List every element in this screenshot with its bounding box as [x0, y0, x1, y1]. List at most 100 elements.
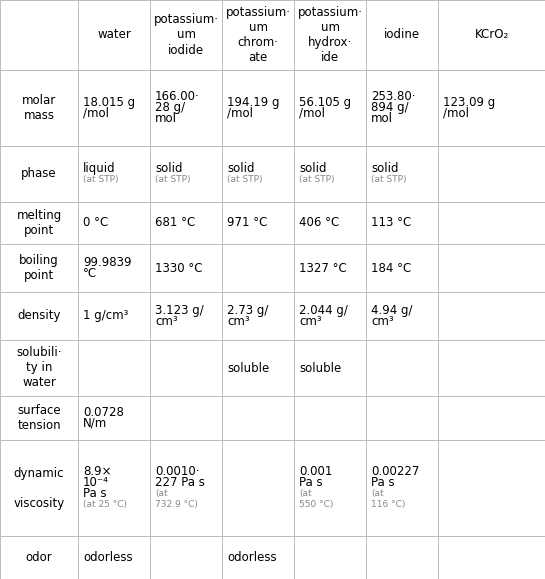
Bar — [0, 70, 78, 146]
Text: molar
mass: molar mass — [22, 94, 56, 122]
Text: density: density — [17, 310, 60, 323]
Bar — [222, 292, 294, 340]
Bar — [150, 292, 222, 340]
Bar — [78, 146, 150, 202]
Text: melting
point: melting point — [16, 209, 62, 237]
Text: mol: mol — [371, 112, 393, 126]
Bar — [150, 396, 222, 440]
Bar — [294, 70, 366, 146]
Bar — [0, 396, 78, 440]
Text: odor: odor — [26, 551, 52, 564]
Text: 28 g/: 28 g/ — [155, 101, 185, 115]
Text: 184 °C: 184 °C — [371, 262, 411, 274]
Text: cm³: cm³ — [227, 315, 250, 328]
Text: Pa s: Pa s — [299, 476, 326, 489]
Bar — [222, 440, 294, 536]
Text: 0.0010·: 0.0010· — [155, 465, 199, 478]
Bar — [438, 0, 545, 70]
Text: 1330 °C: 1330 °C — [155, 262, 203, 274]
Bar — [222, 340, 294, 396]
Bar — [78, 202, 150, 244]
Bar — [366, 244, 438, 292]
Text: phase: phase — [21, 167, 57, 181]
Text: /mol: /mol — [227, 107, 253, 120]
Text: (at: (at — [371, 489, 384, 498]
Bar — [366, 396, 438, 440]
Text: 8.9×: 8.9× — [83, 465, 112, 478]
Text: 550 °C): 550 °C) — [299, 500, 334, 509]
Bar — [78, 440, 150, 536]
Text: 1 g/cm³: 1 g/cm³ — [83, 310, 129, 323]
Bar — [294, 536, 366, 579]
Bar — [438, 202, 545, 244]
Bar — [150, 202, 222, 244]
Text: cm³: cm³ — [371, 315, 393, 328]
Bar — [438, 536, 545, 579]
Text: 406 °C: 406 °C — [299, 217, 339, 229]
Text: (at STP): (at STP) — [371, 175, 407, 184]
Text: (at STP): (at STP) — [227, 175, 263, 184]
Bar — [78, 396, 150, 440]
Text: solid: solid — [299, 162, 326, 175]
Bar — [222, 70, 294, 146]
Bar — [294, 292, 366, 340]
Bar — [438, 244, 545, 292]
Bar — [78, 536, 150, 579]
Bar — [0, 146, 78, 202]
Bar — [150, 146, 222, 202]
Text: 56.105 g: 56.105 g — [299, 96, 351, 109]
Text: surface
tension: surface tension — [17, 404, 61, 432]
Text: 123.09 g: 123.09 g — [443, 96, 495, 109]
Text: potassium·
um
iodide: potassium· um iodide — [154, 13, 219, 57]
Text: iodine: iodine — [384, 28, 420, 42]
Text: 971 °C: 971 °C — [227, 217, 268, 229]
Text: 18.015 g: 18.015 g — [83, 96, 135, 109]
Bar — [294, 440, 366, 536]
Text: 113 °C: 113 °C — [371, 217, 411, 229]
Bar — [78, 244, 150, 292]
Text: (at: (at — [155, 489, 168, 498]
Bar — [438, 440, 545, 536]
Text: /mol: /mol — [443, 107, 469, 120]
Bar — [78, 70, 150, 146]
Bar — [0, 536, 78, 579]
Text: 227 Pa s: 227 Pa s — [155, 476, 205, 489]
Text: liquid: liquid — [83, 162, 116, 175]
Text: (at STP): (at STP) — [83, 175, 118, 184]
Bar — [222, 0, 294, 70]
Text: Pa s: Pa s — [371, 476, 398, 489]
Text: 732.9 °C): 732.9 °C) — [155, 500, 198, 509]
Text: solid: solid — [227, 162, 255, 175]
Text: 0.00227: 0.00227 — [371, 465, 419, 478]
Text: 681 °C: 681 °C — [155, 217, 195, 229]
Text: solid: solid — [371, 162, 398, 175]
Bar — [222, 244, 294, 292]
Bar — [438, 340, 545, 396]
Text: mol: mol — [155, 112, 177, 126]
Text: °C: °C — [83, 267, 97, 280]
Bar — [366, 440, 438, 536]
Text: (at STP): (at STP) — [299, 175, 335, 184]
Bar — [0, 0, 78, 70]
Text: solubili·
ty in
water: solubili· ty in water — [16, 346, 62, 390]
Bar — [0, 340, 78, 396]
Text: 4.94 g/: 4.94 g/ — [371, 304, 413, 317]
Bar — [78, 292, 150, 340]
Text: 166.00·: 166.00· — [155, 90, 200, 104]
Text: cm³: cm³ — [299, 315, 322, 328]
Bar — [150, 0, 222, 70]
Text: 2.73 g/: 2.73 g/ — [227, 304, 268, 317]
Bar — [366, 536, 438, 579]
Text: soluble: soluble — [299, 361, 341, 375]
Bar — [222, 146, 294, 202]
Bar — [438, 146, 545, 202]
Text: 10⁻⁴: 10⁻⁴ — [83, 476, 109, 489]
Bar — [438, 70, 545, 146]
Bar — [294, 396, 366, 440]
Bar — [222, 536, 294, 579]
Text: odorless: odorless — [83, 551, 132, 564]
Bar — [0, 292, 78, 340]
Text: (at 25 °C): (at 25 °C) — [83, 500, 127, 509]
Text: N/m: N/m — [83, 417, 107, 430]
Bar — [150, 340, 222, 396]
